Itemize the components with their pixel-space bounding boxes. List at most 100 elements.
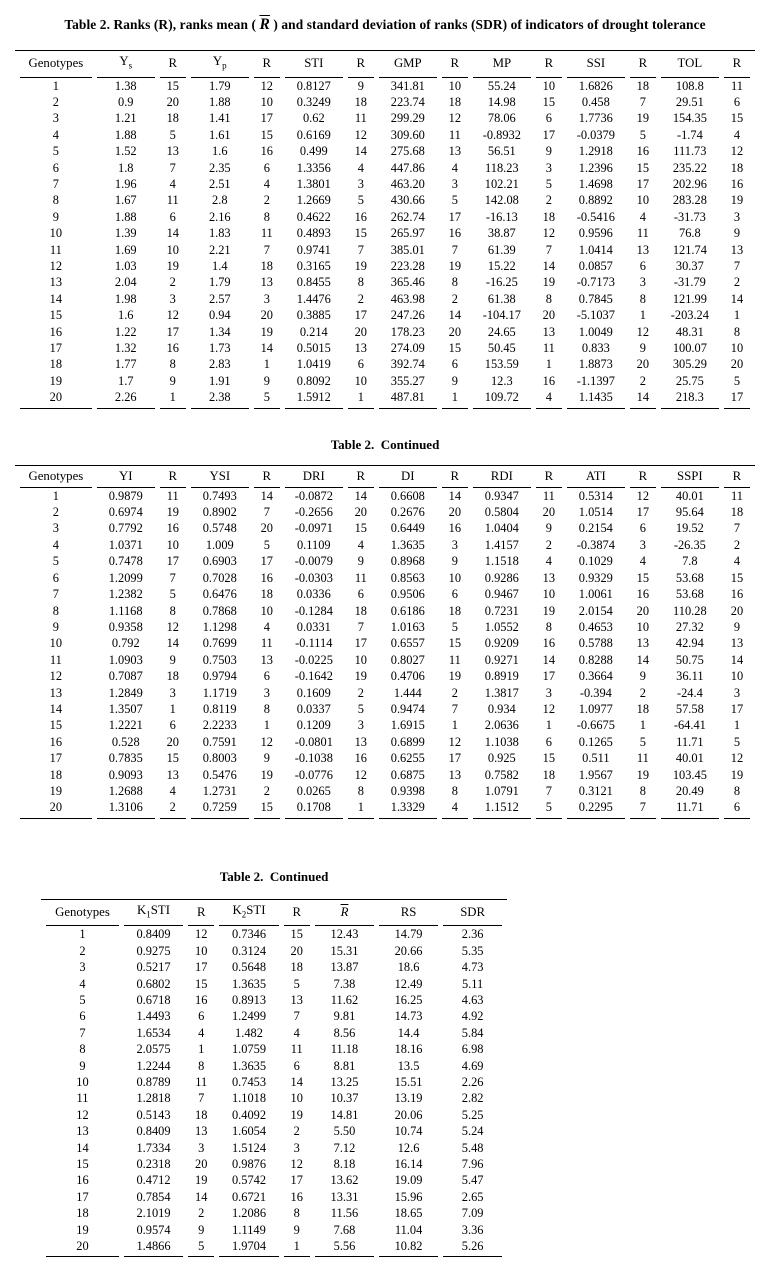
value-cell: 12.3 <box>490 373 513 388</box>
value-cell: -0.0079 <box>294 554 333 569</box>
value-cell: 0.0336 <box>296 587 331 602</box>
value-cell: 7 <box>451 701 458 716</box>
value-cell: 5 <box>451 193 458 208</box>
genotype-cell: 8 <box>52 603 59 618</box>
value-cell: 447.86 <box>390 160 425 175</box>
value-cell: 17 <box>290 1173 303 1188</box>
value-cell: 2 <box>545 537 552 552</box>
value-cell: 2.1019 <box>136 1206 171 1221</box>
value-cell: 17 <box>448 209 462 224</box>
value-cell: 0.7346 <box>231 927 267 942</box>
value-cell: 0.8027 <box>390 652 425 667</box>
value-cell: -26.35 <box>673 537 706 552</box>
value-cell: 0.9275 <box>136 943 171 958</box>
value-cell: 10 <box>195 943 208 958</box>
value-cell: 5 <box>188 1238 215 1258</box>
value-cell: 19 <box>290 1107 303 1122</box>
table-row: 10 0.8789 11 0.7453 14 13.25 15.51 2.26 <box>46 1074 502 1090</box>
value-cell: 9 <box>545 144 552 159</box>
value-cell: 3 <box>733 685 741 700</box>
value-cell: 1 <box>198 1042 205 1057</box>
value-cell: 8 <box>357 275 364 290</box>
genotype-cell: 15 <box>49 308 63 323</box>
value-cell: 7 <box>263 242 270 257</box>
value-cell: 0.9358 <box>108 619 143 634</box>
value-cell: 0.2318 <box>136 1157 171 1172</box>
value-cell: 1.1038 <box>484 734 519 749</box>
value-cell: 20 <box>636 357 650 372</box>
column-header: GMP <box>378 51 437 78</box>
value-cell: 19 <box>730 767 744 782</box>
genotype-cell: 8 <box>52 193 59 208</box>
genotype-cell: 14 <box>76 1140 89 1155</box>
value-cell: 12.6 <box>397 1140 420 1155</box>
column-header: R <box>723 466 750 488</box>
value-cell: 15 <box>730 111 744 126</box>
value-cell: 1.91 <box>208 373 231 388</box>
value-cell: 11 <box>354 570 367 585</box>
value-cell: 11 <box>636 751 649 766</box>
value-cell: 42.94 <box>675 636 704 651</box>
value-cell: 0.8288 <box>578 652 613 667</box>
value-cell: 9 <box>451 373 458 388</box>
value-cell: -0.1642 <box>294 669 333 684</box>
value-cell: 4 <box>639 209 646 224</box>
value-cell: 3 <box>263 685 270 700</box>
value-cell: 1 <box>545 357 552 372</box>
value-cell: 16 <box>195 992 208 1007</box>
value-cell: 2.21 <box>208 242 231 257</box>
value-cell: 1.3801 <box>296 176 331 191</box>
genotype-cell: 12 <box>76 1107 89 1122</box>
value-cell: 1.3106 <box>96 799 155 819</box>
value-cell: 9 <box>169 652 176 667</box>
value-cell: 6 <box>451 357 458 372</box>
table-title-prefix: Table 2. Ranks (R), ranks mean ( <box>64 17 260 32</box>
value-cell: 5.48 <box>461 1140 484 1155</box>
value-cell: 1.2244 <box>136 1058 171 1073</box>
value-cell: 262.74 <box>390 209 425 224</box>
genotype-cell: 18 <box>76 1206 89 1221</box>
value-cell: 0.9596 <box>578 226 613 241</box>
value-cell: 20 <box>290 943 303 958</box>
value-cell: 0.94 <box>208 308 231 323</box>
value-cell: 1.0552 <box>484 619 519 634</box>
value-cell: 12 <box>542 701 556 716</box>
value-cell: 0.62 <box>302 111 325 126</box>
column-header: R <box>441 466 468 488</box>
value-cell: 15.96 <box>394 1189 423 1204</box>
value-cell: 3 <box>169 685 176 700</box>
table-row: 14 1.3507 1 0.8119 8 0.0337 5 0.9474 7 0.934 12 1.0… <box>20 701 750 717</box>
value-cell: 1 <box>159 389 186 409</box>
value-cell: 8 <box>733 783 741 798</box>
value-cell: 14 <box>354 144 367 159</box>
value-cell: 5.11 <box>462 976 484 991</box>
value-cell: 13.25 <box>330 1075 359 1089</box>
value-cell: 7 <box>169 570 176 585</box>
value-cell: -24.4 <box>676 685 703 700</box>
genotype-cell: 1 <box>52 488 59 503</box>
value-cell: 0.6608 <box>390 488 425 503</box>
value-cell: 7 <box>263 505 270 520</box>
value-cell: 1.69 <box>114 242 137 257</box>
genotype-cell: 11 <box>49 242 62 257</box>
value-cell: 8 <box>263 701 270 716</box>
value-cell: -203.24 <box>670 308 709 323</box>
table-row: 1 0.9879 11 0.7493 14 -0.0872 14 0.6608 14 0.9347… <box>20 488 750 504</box>
genotype-cell: 13 <box>49 685 63 700</box>
value-cell: 3 <box>545 160 552 175</box>
value-cell: -31.79 <box>673 275 706 290</box>
value-cell: 5.24 <box>461 1124 484 1139</box>
value-cell: 1.6915 <box>390 718 425 733</box>
value-cell: 0.4893 <box>296 226 331 241</box>
value-cell: 0.9209 <box>484 636 519 651</box>
value-cell: 4 <box>451 160 458 175</box>
value-cell: 19 <box>448 669 462 684</box>
value-cell: 0.5648 <box>231 960 267 975</box>
value-cell: 17 <box>260 554 273 569</box>
value-cell: 0.1209 <box>296 718 331 733</box>
value-cell: 1.2086 <box>231 1206 267 1221</box>
value-cell: 12 <box>448 111 462 126</box>
value-cell: 1.79 <box>208 78 231 93</box>
value-cell: 14 <box>636 652 650 667</box>
value-cell: 0.6557 <box>390 636 425 651</box>
